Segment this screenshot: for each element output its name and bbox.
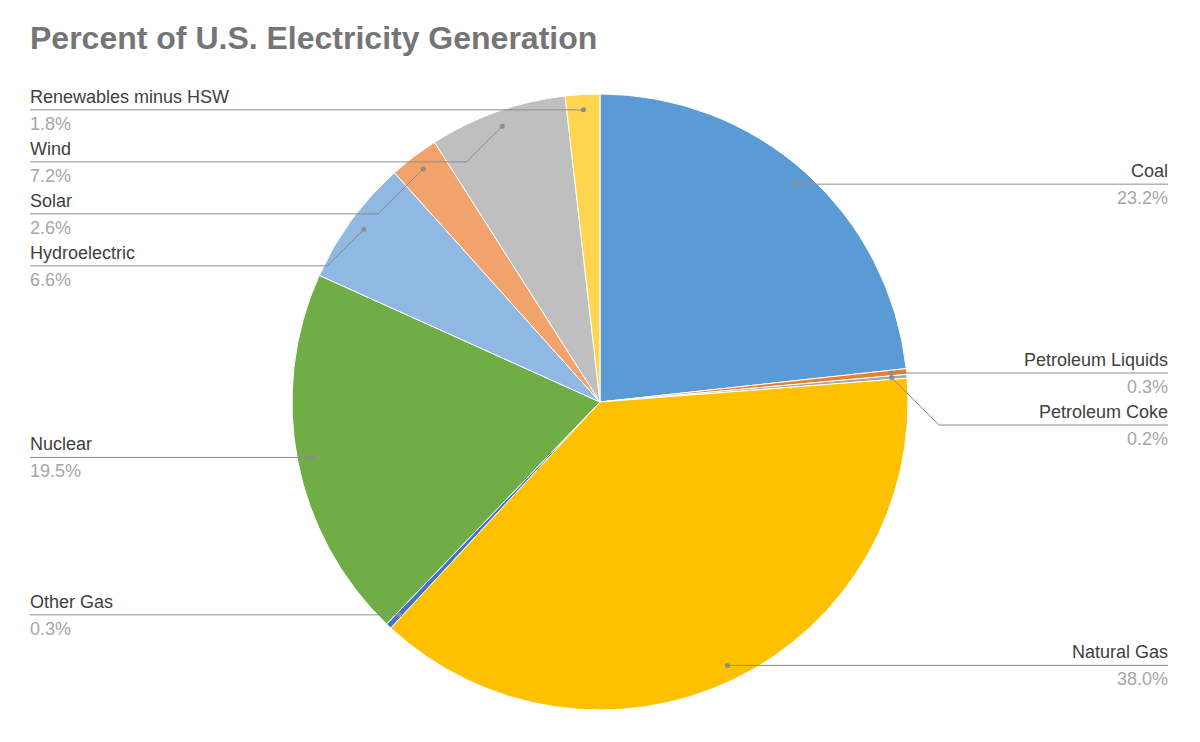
svg-text:Natural Gas: Natural Gas xyxy=(1072,642,1168,662)
svg-text:0.2%: 0.2% xyxy=(1127,429,1168,449)
svg-text:1.8%: 1.8% xyxy=(30,114,71,134)
svg-text:Solar: Solar xyxy=(30,191,72,211)
svg-text:Nuclear: Nuclear xyxy=(30,434,92,454)
svg-text:38.0%: 38.0% xyxy=(1117,669,1168,689)
svg-text:6.6%: 6.6% xyxy=(30,270,71,290)
svg-text:23.2%: 23.2% xyxy=(1117,188,1168,208)
svg-text:Other Gas: Other Gas xyxy=(30,592,113,612)
svg-text:Petroleum Coke: Petroleum Coke xyxy=(1039,402,1168,422)
svg-text:2.6%: 2.6% xyxy=(30,218,71,238)
html-text:Percent of U.S. Electricity Ge: Percent of U.S. Electricity Generation xyxy=(30,20,598,56)
svg-text:0.3%: 0.3% xyxy=(30,619,71,639)
svg-text:7.2%: 7.2% xyxy=(30,166,71,186)
svg-text:Petroleum Liquids: Petroleum Liquids xyxy=(1024,350,1168,370)
svg-text:19.5%: 19.5% xyxy=(30,461,81,481)
svg-text:Renewables minus HSW: Renewables minus HSW xyxy=(30,87,229,107)
svg-text:Coal: Coal xyxy=(1131,161,1168,181)
svg-text:Wind: Wind xyxy=(30,139,71,159)
svg-text:0.3%: 0.3% xyxy=(1127,377,1168,397)
svg-text:Hydroelectric: Hydroelectric xyxy=(30,243,135,263)
